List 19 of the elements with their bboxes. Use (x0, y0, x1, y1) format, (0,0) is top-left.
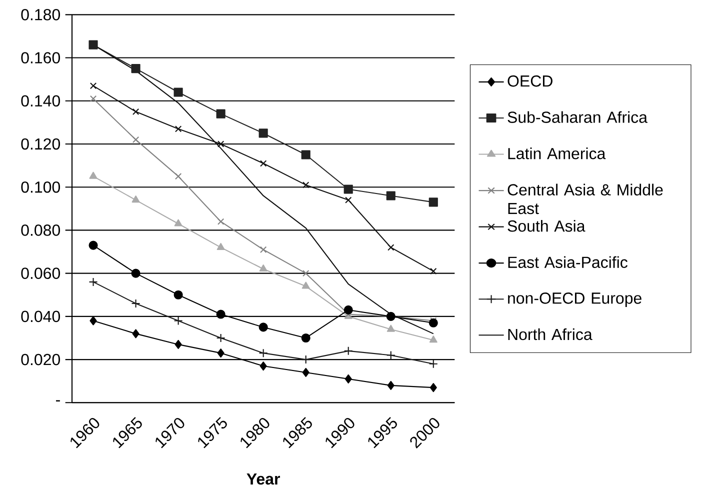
y-tick-label: 0.100 (21, 181, 60, 193)
legend-label: South Asia (508, 220, 586, 232)
legend-label: Central Asia & Middle East (508, 184, 663, 214)
y-tick-label: 0.060 (21, 268, 60, 279)
legend-label: North Africa (508, 328, 592, 340)
legend-label: Latin America (508, 147, 606, 160)
y-tick-label: 0.160 (21, 52, 60, 64)
y-tick-label: 0.180 (21, 9, 60, 20)
legend-label: non-OECD Europe (508, 292, 642, 308)
y-tick-label: 0.120 (21, 138, 60, 150)
legend-label: OECD (508, 75, 552, 87)
y-tick-label: 0.020 (21, 354, 60, 366)
y-tick-label: 0.080 (21, 224, 60, 236)
legend-label: East Asia-Pacific (508, 256, 628, 268)
y-tick-label: 0.140 (21, 95, 60, 107)
x-axis-title: Year (246, 474, 280, 485)
y-tick-label: 0.040 (21, 310, 60, 322)
y-tick-label: - (56, 400, 60, 402)
legend-label: Sub-Saharan Africa (508, 111, 648, 123)
